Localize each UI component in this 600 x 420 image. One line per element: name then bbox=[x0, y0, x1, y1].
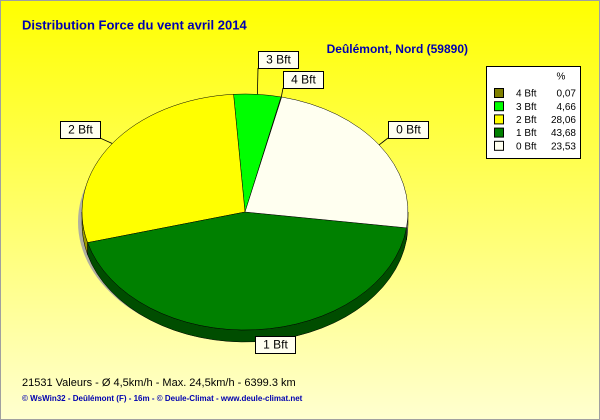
legend-label: 3 Bft bbox=[516, 102, 537, 113]
slice bbox=[244, 96, 409, 229]
footer: 21531 Valeurs - Ø 4,5km/h - Max. 24,5km/… bbox=[22, 377, 296, 389]
slice-label: 1 Bft bbox=[263, 338, 288, 352]
legend-label: 0 Bft bbox=[516, 141, 537, 152]
label-box bbox=[255, 336, 296, 354]
legend-value: 43,68 bbox=[551, 128, 576, 139]
legend-swatch bbox=[494, 101, 504, 112]
leader-line bbox=[99, 137, 113, 144]
slice-label: 0 Bft bbox=[396, 123, 421, 137]
chart-subtitle: Deûlémont, Nord (59890) bbox=[327, 42, 468, 56]
legend-swatch bbox=[494, 127, 504, 138]
slice-label: 4 Bft bbox=[291, 73, 316, 87]
credits: © WsWin32 - Deûlémont (F) - 16m - © Deul… bbox=[22, 394, 303, 403]
legend: 4 Bft 0,07 3 Bft 4,66 2 Bft 28,06 1 Bft 43,68 0 … bbox=[494, 88, 577, 152]
slice bbox=[81, 94, 246, 243]
legend-value: 23,53 bbox=[551, 141, 576, 152]
legend-value: 28,06 bbox=[551, 115, 576, 126]
label-box bbox=[258, 51, 299, 69]
leader-line bbox=[256, 67, 259, 95]
legend-swatch bbox=[494, 88, 504, 98]
legend-header: % bbox=[557, 72, 566, 83]
legend-value: 0,07 bbox=[557, 89, 577, 100]
legend-label: 4 Bft bbox=[516, 89, 537, 100]
slice bbox=[87, 211, 407, 331]
label-box bbox=[388, 121, 429, 139]
label-box bbox=[283, 71, 324, 89]
legend-label: 2 Bft bbox=[516, 115, 537, 126]
legend-swatch bbox=[494, 140, 504, 151]
slice-label: 2 Bft bbox=[68, 123, 93, 137]
legend-value: 4,66 bbox=[557, 102, 577, 113]
legend-label: 1 Bft bbox=[516, 128, 537, 139]
label-box bbox=[60, 121, 101, 139]
slice-label: 3 Bft bbox=[266, 53, 291, 67]
legend-swatch bbox=[494, 114, 504, 125]
leader-line bbox=[378, 137, 389, 146]
leader-line bbox=[280, 87, 284, 98]
chart-title: Distribution Force du vent avril 2014 bbox=[22, 17, 247, 32]
pie bbox=[78, 93, 409, 343]
